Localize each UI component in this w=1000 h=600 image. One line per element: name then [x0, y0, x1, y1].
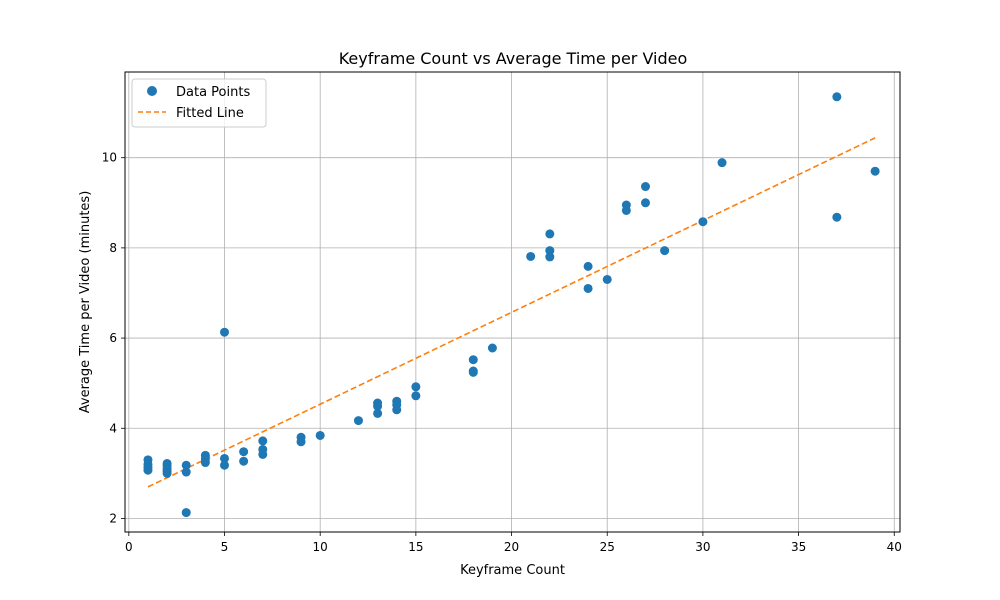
x-tick-label: 30 [695, 540, 710, 554]
data-point [526, 251, 536, 261]
grid-lines [125, 72, 900, 532]
data-point [487, 343, 497, 353]
data-point [583, 283, 593, 293]
x-tick-label: 25 [600, 540, 615, 554]
x-tick-label: 10 [313, 540, 328, 554]
data-point [870, 166, 880, 176]
data-point [220, 327, 230, 337]
data-point [296, 437, 306, 447]
data-point [258, 449, 268, 459]
data-point [239, 456, 249, 466]
plot-area [124, 71, 901, 533]
x-axis-label: Keyframe Count [460, 563, 565, 578]
data-point [181, 467, 191, 477]
data-point [220, 453, 230, 463]
legend-label-fitted-line: Fitted Line [176, 106, 244, 121]
data-point [640, 198, 650, 208]
y-tick-label: 4 [109, 421, 117, 435]
legend-box [131, 78, 267, 128]
y-tick-label: 8 [109, 241, 117, 255]
data-point [832, 212, 842, 222]
data-point [200, 458, 210, 468]
data-point [353, 416, 363, 426]
y-tick-label: 2 [109, 511, 117, 525]
y-axis-ticks: 2 4 6 8 10 [102, 151, 125, 525]
data-points-series [143, 92, 880, 518]
data-point [545, 252, 555, 262]
data-point [717, 158, 727, 168]
data-point [545, 229, 555, 239]
data-point [660, 246, 670, 256]
data-point [220, 460, 230, 470]
data-point [411, 391, 421, 401]
legend: Data Points Fitted Line [131, 78, 267, 128]
data-point [162, 468, 172, 478]
legend-marker-data-points [147, 86, 157, 96]
y-tick-label: 6 [109, 331, 117, 345]
data-point [181, 508, 191, 518]
data-point [373, 408, 383, 418]
data-point [698, 217, 708, 227]
legend-label-data-points: Data Points [176, 85, 250, 100]
data-point [640, 182, 650, 192]
data-point [602, 274, 612, 284]
data-point [468, 367, 478, 377]
x-tick-label: 35 [791, 540, 806, 554]
data-point [373, 401, 383, 411]
data-point [545, 246, 555, 256]
x-axis-ticks: 0 5 10 15 20 25 30 35 40 [125, 532, 902, 554]
data-point [621, 205, 631, 215]
chart-title: Keyframe Count vs Average Time per Video [339, 49, 688, 68]
data-point [258, 436, 268, 446]
data-point [392, 405, 402, 415]
data-point [832, 92, 842, 102]
data-point [315, 430, 325, 440]
x-tick-label: 0 [125, 540, 133, 554]
x-tick-label: 5 [221, 540, 229, 554]
data-point [181, 460, 191, 470]
y-axis-label: Average Time per Video (minutes) [78, 191, 93, 414]
data-point [143, 465, 153, 475]
data-point [411, 382, 421, 392]
x-tick-label: 15 [408, 540, 423, 554]
data-point [583, 261, 593, 271]
x-tick-label: 20 [504, 540, 519, 554]
y-tick-label: 10 [102, 151, 117, 165]
x-tick-label: 40 [887, 540, 902, 554]
data-point [468, 355, 478, 365]
data-point [239, 447, 249, 457]
